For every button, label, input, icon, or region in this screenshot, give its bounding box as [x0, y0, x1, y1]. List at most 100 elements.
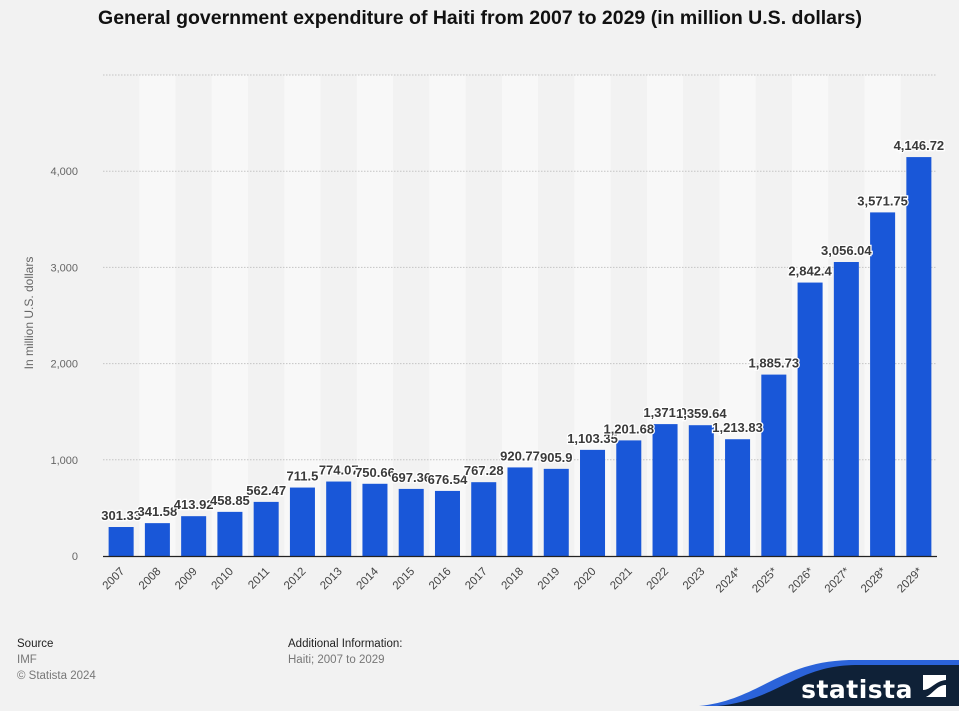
data-label: 1,885.73	[749, 356, 800, 371]
bar	[507, 467, 533, 556]
y-tick-label: 1,000	[50, 455, 78, 467]
column-band	[139, 75, 176, 556]
y-tick-label: 0	[72, 551, 78, 563]
data-label: 3,571.75	[857, 193, 908, 208]
bar	[398, 488, 424, 556]
x-tick-label: 2016	[427, 566, 454, 593]
additional-info-block: Additional Information: Haiti; 2007 to 2…	[288, 636, 402, 668]
x-tick-label: 2024*	[714, 565, 744, 595]
column-band	[175, 75, 212, 556]
data-label: 1,371.0	[643, 405, 686, 420]
column-band	[103, 75, 140, 556]
bar	[580, 449, 606, 556]
bar	[471, 482, 497, 556]
x-tick-label: 2019	[536, 566, 563, 593]
copyright: © Statista 2024	[17, 670, 96, 682]
data-label: 4,146.72	[894, 138, 945, 153]
data-label: 458.85	[210, 493, 250, 508]
bar	[797, 282, 823, 556]
gridlines	[103, 74, 937, 461]
x-tick-label: 2025*	[750, 565, 780, 595]
x-tick-label: 2010	[209, 566, 236, 593]
x-axis-ticks: 2007 2008 2009 2010 2011 2012 2013 2014 2015 2016…	[101, 565, 926, 595]
data-label: 750.66	[355, 465, 395, 480]
x-tick-label: 2026*	[786, 565, 816, 595]
bar-chart: 0 1,000 2,000 3,000 4,000 301.33341.58413.92…	[50, 74, 945, 595]
data-label: 341.58	[138, 504, 178, 519]
x-tick-label: 2014	[354, 565, 381, 592]
data-label: 767.28	[464, 463, 504, 478]
bar	[253, 501, 279, 556]
source-heading: Source	[17, 638, 54, 650]
statista-logo[interactable]: statista	[699, 660, 959, 706]
bar	[434, 490, 460, 556]
data-label: 676.54	[428, 472, 469, 487]
bar	[833, 262, 859, 556]
x-tick-label: 2009	[173, 566, 200, 593]
column-band	[356, 75, 394, 556]
x-tick-label: 2023	[681, 566, 708, 593]
bar	[362, 483, 388, 556]
data-label: 562.47	[246, 483, 286, 498]
x-tick-label: 2021	[608, 566, 635, 593]
bar	[870, 212, 896, 556]
data-label: 920.77	[500, 448, 540, 463]
data-label: 1,201.68	[603, 421, 654, 436]
column-band	[393, 75, 430, 556]
data-label: 774.07	[319, 463, 359, 478]
bar	[289, 487, 315, 556]
bar	[217, 511, 243, 556]
data-label: 3,056.04	[821, 243, 872, 258]
x-tick-label: 2008	[137, 566, 164, 593]
x-tick-label: 2018	[500, 566, 527, 593]
x-tick-label: 2028*	[859, 565, 889, 595]
data-label: 2,842.4	[788, 264, 832, 279]
data-label: 301.33	[101, 508, 141, 523]
x-tick-label: 2027*	[823, 565, 853, 595]
y-tick-label: 2,000	[50, 359, 78, 371]
x-tick-label: 2007	[101, 566, 128, 593]
y-tick-label: 3,000	[50, 262, 78, 274]
column-band	[211, 75, 249, 556]
data-label: 1,359.64	[676, 406, 727, 421]
bar	[181, 516, 207, 556]
additional-info-heading: Additional Information:	[288, 638, 403, 650]
bar	[144, 523, 170, 556]
source-block: Source IMF © Statista 2024	[17, 636, 96, 684]
data-label: 905.9	[540, 450, 573, 465]
bar	[326, 481, 352, 556]
bars	[108, 157, 932, 556]
brand-name: statista	[801, 675, 913, 704]
bar	[906, 157, 932, 556]
x-tick-label: 2022	[645, 566, 672, 593]
bar	[616, 440, 642, 556]
data-label: 1,103.35	[567, 431, 618, 446]
y-axis-title-text: In million U.S. dollars	[22, 256, 36, 370]
y-tick-label: 4,000	[50, 166, 78, 178]
bar	[725, 439, 751, 556]
x-tick-label: 2017	[463, 566, 490, 593]
column-band	[429, 75, 466, 556]
bar	[761, 374, 787, 556]
bar	[688, 425, 714, 556]
bar	[108, 527, 134, 556]
source-name[interactable]: IMF	[17, 654, 37, 666]
x-tick-label: 2020	[572, 566, 599, 593]
x-tick-label: 2012	[282, 566, 309, 593]
chart-title: General government expenditure of Haiti …	[98, 7, 862, 29]
data-label: 1,213.83	[712, 420, 763, 435]
column-band	[320, 75, 357, 556]
data-label: 697.36	[391, 470, 431, 485]
logo-wave	[699, 660, 959, 706]
column-band	[465, 75, 502, 556]
data-label: 413.92	[174, 497, 214, 512]
x-tick-label: 2011	[246, 566, 272, 592]
statista-mark-icon	[923, 675, 946, 697]
additional-info-text: Haiti; 2007 to 2029	[288, 654, 385, 666]
x-tick-label: 2015	[391, 566, 418, 593]
bar	[652, 424, 678, 556]
y-axis-ticks: 0 1,000 2,000 3,000 4,000	[50, 166, 78, 563]
column-band	[284, 75, 321, 556]
x-tick-label: 2013	[318, 566, 345, 593]
